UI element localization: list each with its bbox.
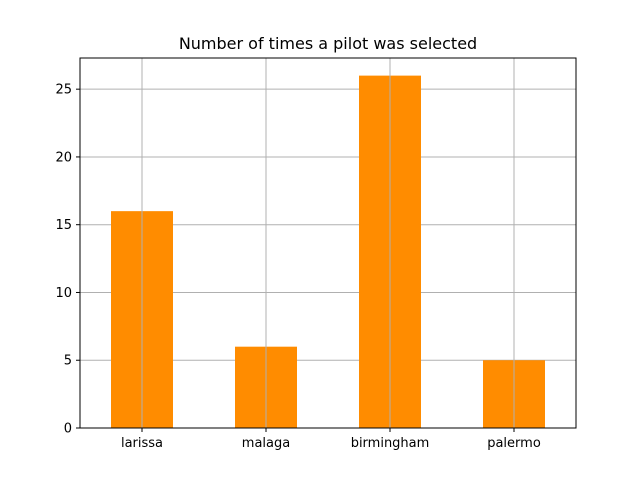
bars (111, 75, 545, 428)
y-axis: 0 5 10 15 20 25 (55, 83, 80, 437)
x-tick-label: palermo (487, 436, 541, 451)
grid-lines-overlay (141, 58, 515, 428)
y-tick-label: 5 (64, 354, 72, 369)
plot-area-frame (79, 57, 577, 429)
y-tick-label: 10 (55, 286, 72, 301)
x-tick-label: birmingham (351, 436, 430, 451)
y-tick-label: 25 (55, 83, 72, 98)
x-axis: larissa malaga birmingham palermo (121, 428, 541, 451)
x-tick-label: larissa (121, 436, 163, 451)
x-tick-label: malaga (242, 436, 290, 451)
chart-title: Number of times a pilot was selected (179, 34, 477, 53)
y-tick-label: 0 (64, 422, 72, 437)
y-tick-label: 15 (55, 218, 72, 233)
y-tick-label: 20 (55, 150, 72, 165)
